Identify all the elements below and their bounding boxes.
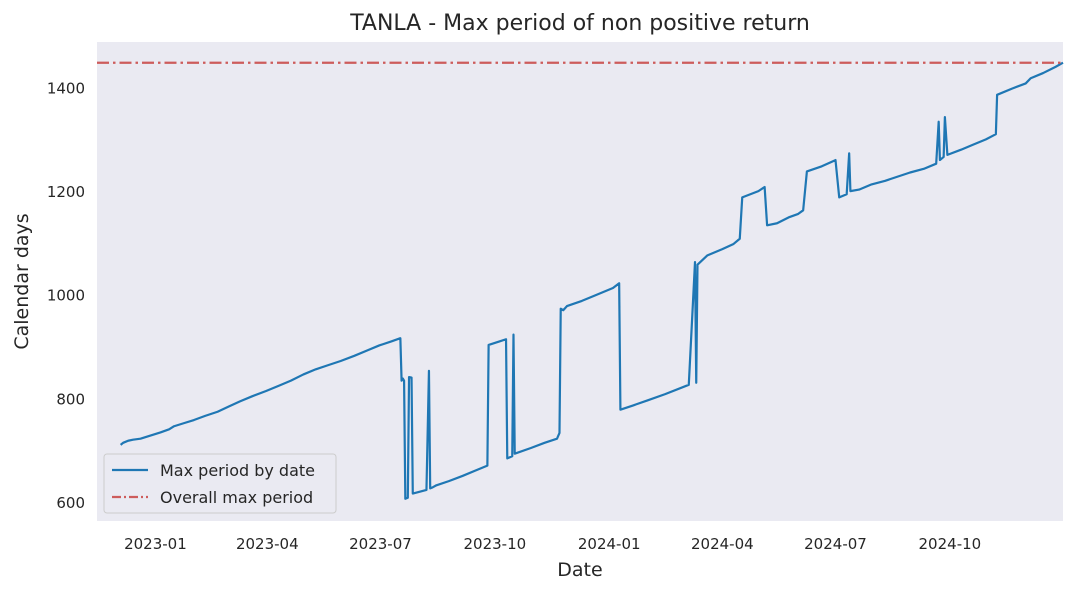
y-tick-label: 800 [56,390,85,408]
series-layer [97,61,1064,500]
y-tick-label: 1400 [47,80,85,98]
y-tick-label: 1200 [47,183,85,201]
y-axis-ticks: 600 800 1000 1200 1400 [47,80,85,512]
x-tick-label: 2024-01 [578,535,641,553]
legend: Max period by date Overall max period [103,453,337,514]
legend-box [103,453,337,514]
x-axis-label: Date [557,559,602,581]
x-tick-label: 2023-07 [349,535,412,553]
x-tick-label: 2024-04 [691,535,754,553]
x-tick-label: 2024-07 [804,535,867,553]
y-tick-label: 1000 [47,287,85,305]
x-tick-label: 2024-10 [919,535,982,553]
legend-label-overall-max-period: Overall max period [160,488,313,507]
x-axis-ticks: 2023-01 2023-04 2023-07 2023-10 2024-01 2024-… [124,535,981,553]
x-tick-label: 2023-04 [236,535,299,553]
y-axis-label: Calendar days [11,213,33,349]
x-tick-label: 2023-01 [124,535,187,553]
series-line-max-period-by-date [119,61,1064,500]
legend-label-max-period-by-date: Max period by date [160,461,315,480]
y-tick-label: 600 [56,494,85,512]
plot-area [97,42,1063,521]
x-tick-label: 2023-10 [463,535,526,553]
chart-title: TANLA - Max period of non positive retur… [349,11,810,36]
